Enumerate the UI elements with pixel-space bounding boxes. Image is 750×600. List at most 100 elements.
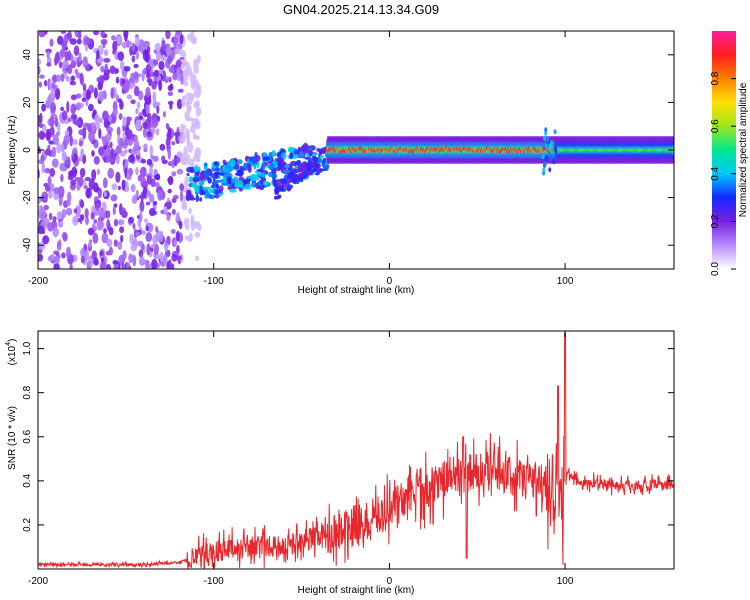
spectrogram-cell	[548, 167, 552, 173]
spectrogram-x-tick-label: -100	[204, 276, 224, 287]
spectrogram-cell	[47, 176, 52, 186]
spectrogram-cell	[148, 167, 154, 175]
spectrogram-cell	[292, 154, 299, 159]
spectrogram-cell	[286, 187, 291, 192]
spectrogram-cell	[63, 135, 71, 143]
spectrogram-cell	[102, 136, 108, 146]
spectrogram-cell	[208, 188, 215, 194]
spectrogram-cell	[99, 250, 104, 256]
spectrogram-cell	[130, 83, 136, 88]
spectrogram-cell	[110, 148, 115, 159]
spectrogram-cell	[89, 65, 93, 70]
spectrogram-cell	[149, 194, 155, 203]
spectrogram-cell	[92, 232, 99, 244]
spectrogram-cell	[199, 197, 203, 202]
spectrogram-cell	[117, 51, 125, 61]
spectrogram-cell	[103, 190, 107, 197]
spectrogram-cell	[133, 86, 140, 97]
spectrogram-cell	[123, 66, 131, 72]
spectrogram-x-axis-label: Height of straight line (km)	[298, 285, 415, 296]
spectrogram-cell	[60, 173, 64, 183]
spectrogram-cell	[309, 164, 314, 169]
spectrogram-cell	[244, 166, 249, 171]
spectrogram-cell	[143, 40, 150, 48]
spectrogram-cell	[98, 146, 104, 156]
spectrogram-cell	[84, 176, 91, 182]
spectrogram-cell	[137, 240, 144, 247]
spectrogram-cell	[127, 116, 133, 122]
snr-multiplier-base: (x10	[7, 345, 18, 365]
spectrogram-cell	[48, 189, 53, 199]
spectrogram-cell	[151, 80, 157, 90]
spectrogram-cell	[83, 36, 91, 45]
colorbar: 0.0 0.2 0.4 0.6 0.8 Normalized spectral ampl…	[710, 31, 749, 276]
colorbar-ticks: 0.0 0.2 0.4 0.6 0.8	[710, 71, 736, 276]
spectrogram-cell	[195, 106, 202, 117]
spectrogram-cell	[73, 208, 78, 214]
spectrogram-cell	[47, 144, 51, 150]
spectrogram-cell	[48, 78, 52, 91]
spectrogram-cell	[113, 219, 119, 227]
spectrogram-cell	[118, 137, 125, 147]
spectrogram-cell	[62, 59, 69, 69]
spectrogram-cell	[236, 169, 244, 177]
spectrogram-cell	[167, 100, 174, 106]
spectrogram-cell	[85, 249, 90, 261]
spectrogram-cell	[192, 132, 197, 140]
spectrogram-cell	[236, 159, 243, 165]
spectrogram-cell	[172, 208, 176, 216]
spectrogram-cell	[197, 54, 201, 64]
spectrogram-cell	[129, 233, 134, 245]
spectrogram-cell	[148, 59, 155, 66]
spectrogram-cell	[256, 168, 264, 172]
spectrogram-cell	[230, 159, 236, 168]
spectrogram-cell	[38, 159, 45, 165]
spectrogram-cell	[171, 171, 177, 177]
colorbar-tick-label: 0.8	[710, 71, 721, 85]
spectrogram-cell	[79, 199, 85, 209]
spectrogram-cell	[130, 184, 136, 193]
spectrogram-cell	[96, 168, 101, 175]
spectrogram-cell	[121, 83, 127, 90]
spectrogram-cell	[177, 88, 184, 93]
spectrogram-cell	[284, 183, 289, 188]
spectrogram-cell	[133, 63, 139, 69]
spectrogram-cell	[124, 158, 129, 167]
spectrogram-cell	[248, 165, 252, 173]
spectrogram-cell	[273, 195, 278, 200]
spectrogram-cell	[550, 140, 554, 146]
spectrogram-cell	[227, 176, 232, 181]
spectrogram-cell	[268, 162, 275, 171]
spectrogram-cell	[47, 222, 54, 232]
spectrogram-cell	[145, 64, 151, 73]
spectrogram-cell	[176, 98, 183, 110]
spectrogram-cell	[107, 167, 114, 179]
spectrogram-cell	[152, 155, 159, 162]
spectrogram-cell	[43, 80, 48, 87]
spectrogram-cell	[279, 187, 284, 192]
spectrogram-cell	[175, 212, 180, 222]
spectrogram-cell	[277, 180, 282, 185]
snr-multiplier-exponent: 4	[5, 342, 12, 346]
spectrogram-cell	[126, 94, 133, 100]
snr-plot-area	[38, 332, 674, 569]
spectrogram-cell	[297, 146, 302, 152]
spectrogram-cell	[117, 241, 123, 250]
spectrogram-cell	[303, 171, 308, 176]
spectrogram-cell	[147, 112, 152, 123]
spectrogram-cell	[100, 31, 105, 37]
spectrogram-cell	[169, 83, 173, 89]
spectrogram-cell	[183, 217, 190, 227]
spectrogram-cell	[61, 110, 68, 121]
spectrogram-cell	[57, 211, 62, 219]
spectrogram-cell	[189, 158, 195, 168]
spectrogram-cell	[293, 168, 298, 173]
spectrogram-cell	[194, 120, 201, 130]
spectrogram-cell	[289, 152, 294, 160]
spectrogram-cell	[42, 124, 47, 133]
spectrogram-cell	[118, 113, 123, 120]
spectrogram-cell	[57, 221, 63, 228]
spectrogram-cell	[103, 228, 107, 234]
spectrogram-cell	[135, 50, 139, 60]
spectrogram-cell	[99, 261, 107, 269]
